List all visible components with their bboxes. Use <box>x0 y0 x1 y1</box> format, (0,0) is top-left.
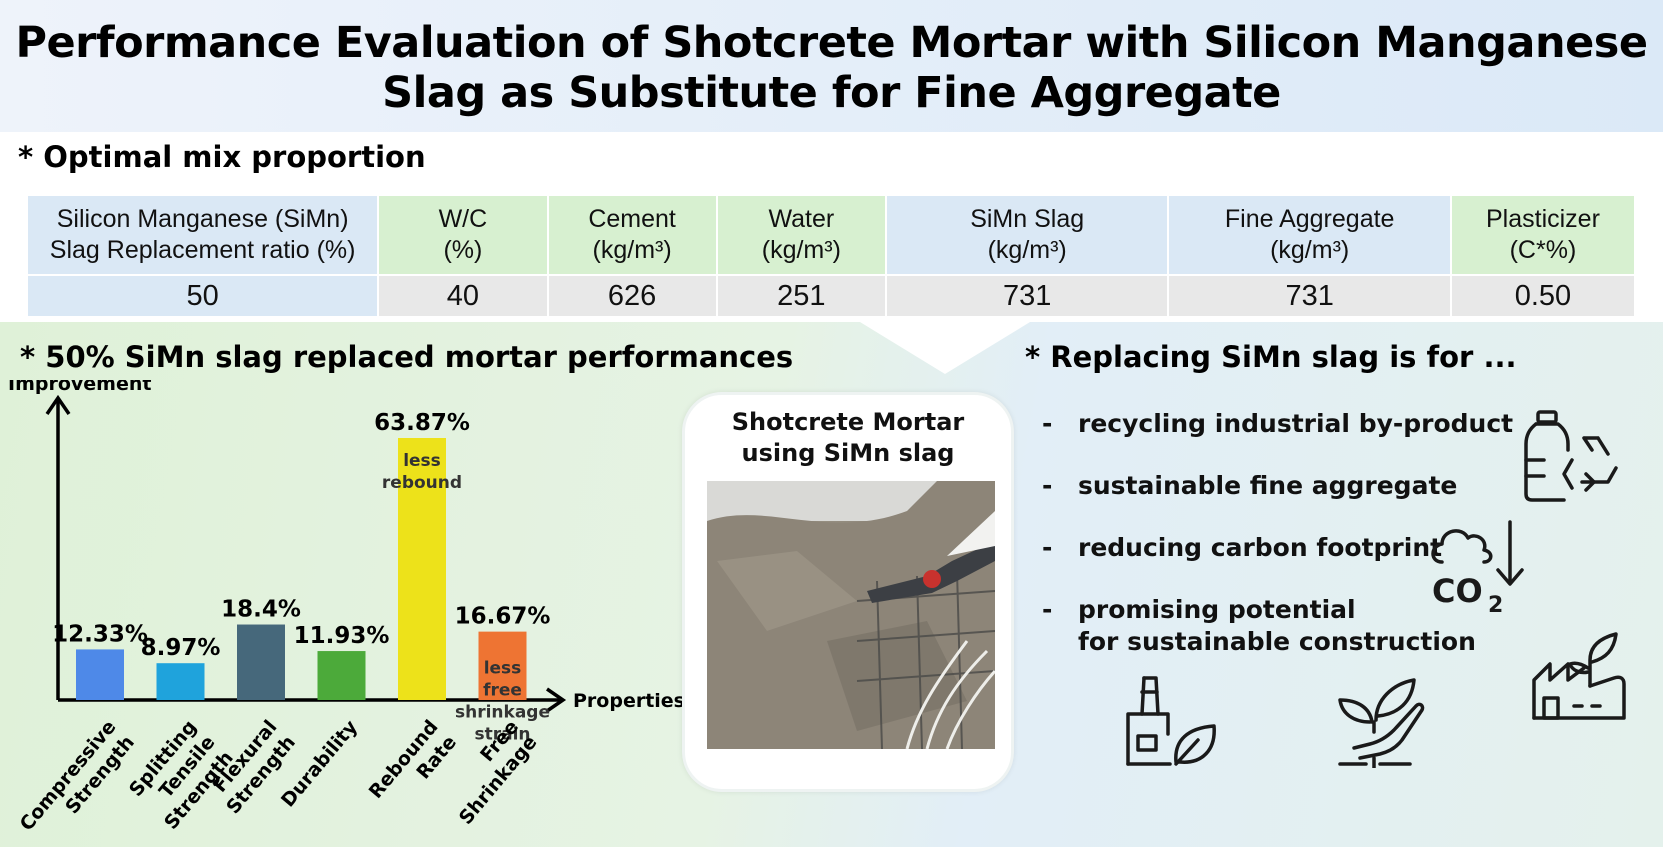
benefit-text: promising potential <box>1078 595 1356 624</box>
bar-note: shrinkage <box>455 703 550 723</box>
data-label: 18.4% <box>221 597 301 623</box>
co2-subscript: 2 <box>1488 593 1503 618</box>
cell-cement: 626 <box>548 276 716 316</box>
table-header-row: Silicon Manganese (SiMn) Slag Replacement… <box>28 196 1634 274</box>
page-title: Performance Evaluation of Shotcrete Mort… <box>0 18 1663 118</box>
header-cement: Cement (kg/m³) <box>548 196 716 274</box>
cell-simn-slag: 731 <box>886 276 1168 316</box>
cell-replacement-ratio: 50 <box>28 276 378 316</box>
cell-water: 251 <box>717 276 885 316</box>
data-label: 63.87% <box>374 410 470 436</box>
performance-heading: * 50% SiMn slag replaced mortar performa… <box>20 340 794 374</box>
benefit-text: sustainable fine aggregate <box>1078 471 1458 500</box>
title-line-2: Slag as Substitute for Fine Aggregate <box>382 68 1281 118</box>
factory-leaf-icon <box>1126 676 1216 766</box>
header-wc: W/C (%) <box>379 196 547 274</box>
green-factory-icon <box>1532 632 1626 720</box>
header-replacement-ratio: Silicon Manganese (SiMn) Slag Replacement… <box>28 196 378 274</box>
data-label: 8.97% <box>141 635 221 661</box>
title-banner: Performance Evaluation of Shotcrete Mort… <box>0 0 1663 132</box>
header-fine-aggregate: Fine Aggregate (kg/m³) <box>1169 196 1450 274</box>
bullet-dash: - <box>1042 595 1053 624</box>
data-label: 11.93% <box>294 623 390 649</box>
mix-proportion-table: Silicon Manganese (SiMn) Slag Replacement… <box>26 194 1636 318</box>
bar-note: strain <box>474 725 530 745</box>
cell-fine-aggregate: 731 <box>1169 276 1450 316</box>
bar <box>237 624 285 700</box>
bar-note: rebound <box>382 473 462 493</box>
x-axis-label: Properties <box>573 690 685 712</box>
photo-caption-line-2: using SiMn slag <box>741 439 955 467</box>
mix-heading: * Optimal mix proportion <box>18 140 426 174</box>
category-label: Durability <box>277 716 362 812</box>
y-axis-arrow <box>45 394 71 415</box>
header-water: Water (kg/m³) <box>717 196 885 274</box>
bar <box>156 663 205 700</box>
bar <box>317 651 366 700</box>
shotcrete-photo <box>707 481 995 749</box>
hand-plant-icon <box>1338 678 1425 768</box>
benefit-item-continuation: for sustainable construction <box>1078 627 1476 656</box>
cell-plasticizer: 0.50 <box>1451 276 1634 316</box>
co2-text: CO <box>1432 572 1483 610</box>
bar <box>76 649 124 700</box>
header-simn-slag: SiMn Slag (kg/m³) <box>886 196 1168 274</box>
x-axis-arrow <box>546 687 567 713</box>
photo-card: Shotcrete Mortar using SiMn slag <box>682 392 1014 792</box>
benefit-text: reducing carbon footprint <box>1078 533 1443 562</box>
category-label-line: Durability <box>277 716 362 812</box>
bullet-dash: - <box>1042 409 1053 438</box>
co2-reduction-icon: CO 2 <box>1431 520 1524 618</box>
table-row: 50 40 626 251 731 731 0.50 <box>28 276 1634 316</box>
bar-note: less <box>484 659 522 679</box>
bar <box>398 438 446 700</box>
benefit-text: recycling industrial by-product <box>1078 409 1514 438</box>
bullet-dash: - <box>1042 533 1053 562</box>
title-line-1: Performance Evaluation of Shotcrete Mort… <box>15 18 1649 68</box>
data-label: 16.67% <box>455 604 551 630</box>
bar <box>478 631 527 700</box>
section-divider-notch <box>860 322 1030 374</box>
photo-caption-line-1: Shotcrete Mortar <box>731 408 965 436</box>
bullet-dash: - <box>1042 471 1053 500</box>
data-label: 12.33% <box>52 621 148 647</box>
cell-wc: 40 <box>379 276 547 316</box>
performance-bar-chart: Improvement Properties 12.33% CompressiveSt… <box>8 380 685 835</box>
y-axis-label: Improvement <box>8 380 151 395</box>
bar-note: less <box>403 451 441 471</box>
bar-note: free <box>483 681 522 701</box>
header-plasticizer: Plasticizer (C*%) <box>1451 196 1634 274</box>
recycle-bottle-icon <box>1524 410 1618 502</box>
photo-caption: Shotcrete Mortar using SiMn slag <box>685 407 1011 469</box>
benefits-heading: * Replacing SiMn slag is for ... <box>1025 340 1517 374</box>
